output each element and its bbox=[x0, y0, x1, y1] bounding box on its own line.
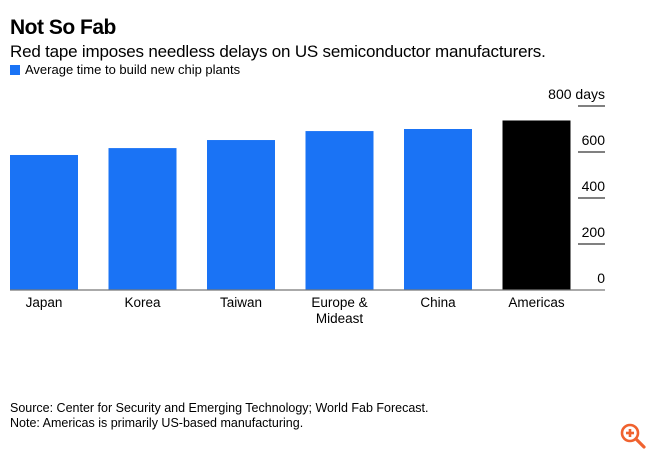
legend: Average time to build new chip plants bbox=[10, 62, 240, 77]
y-tick-label: 400 bbox=[582, 178, 606, 194]
y-tick-label: 0 bbox=[597, 270, 605, 286]
bar-korea bbox=[108, 148, 177, 290]
note-text: Note: Americas is primarily US-based man… bbox=[10, 416, 304, 430]
zoom-in-icon bbox=[620, 423, 646, 449]
x-tick-label: China bbox=[420, 295, 456, 310]
source-text: Source: Center for Security and Emerging… bbox=[10, 401, 429, 415]
chart-footer: Source: Center for Security and Emerging… bbox=[10, 401, 429, 431]
zoom-in-button[interactable] bbox=[619, 422, 647, 450]
x-tick-label: Korea bbox=[124, 295, 161, 310]
x-tick-label: Americas bbox=[508, 295, 565, 310]
y-tick-label: 800 days bbox=[548, 86, 605, 102]
bar-europe-mideast bbox=[305, 131, 374, 290]
y-tick-label: 200 bbox=[582, 224, 606, 240]
legend-label: Average time to build new chip plants bbox=[25, 62, 241, 77]
chart-subtitle: Red tape imposes needless delays on US s… bbox=[10, 42, 546, 61]
bar-americas bbox=[502, 120, 571, 291]
bar-taiwan bbox=[207, 140, 275, 290]
x-tick-label: Japan bbox=[26, 295, 63, 310]
bar-china bbox=[404, 129, 472, 290]
legend-swatch bbox=[10, 64, 20, 75]
x-tick-label: Taiwan bbox=[220, 295, 262, 310]
chart-title: Not So Fab bbox=[10, 16, 116, 39]
y-tick-label: 600 bbox=[582, 132, 606, 148]
x-tick-label: Europe & Mideast bbox=[311, 295, 367, 326]
bar-japan bbox=[10, 154, 78, 290]
